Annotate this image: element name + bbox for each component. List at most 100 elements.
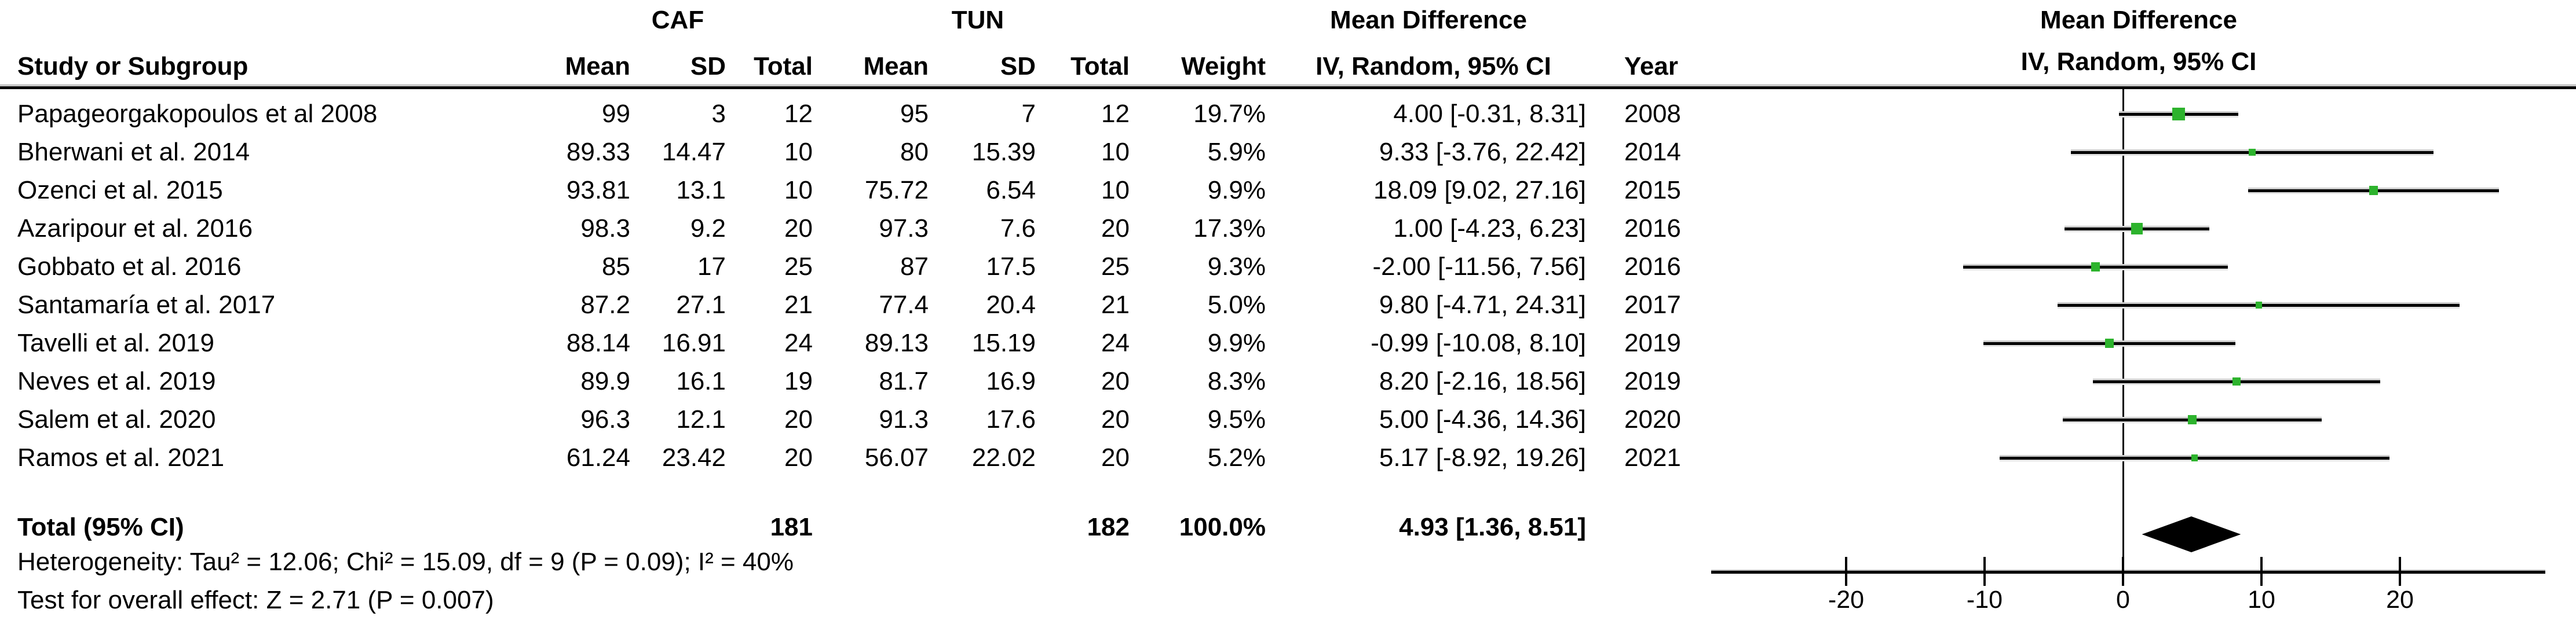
tun-sd: 7.6 bbox=[1000, 214, 1036, 243]
total-tun-total: 182 bbox=[1087, 513, 1130, 541]
study-name: Ramos et al. 2021 bbox=[17, 443, 225, 472]
col-header-weight: Weight bbox=[1181, 52, 1266, 80]
year: 2021 bbox=[1624, 443, 1681, 472]
zero-line bbox=[2122, 89, 2124, 570]
effect-square bbox=[2172, 107, 2185, 120]
col-header-year: Year bbox=[1624, 52, 1678, 80]
study-row: Neves et al. 2019 89.9 16.1 19 81.7 16.9 20 8.3… bbox=[0, 362, 1710, 401]
col-header-study: Study or Subgroup bbox=[17, 52, 249, 80]
study-row: Gobbato et al. 2016 85 17 25 87 17.5 25 9.3% -2.… bbox=[0, 248, 1710, 286]
axis-tick bbox=[2122, 557, 2124, 586]
tun-sd: 16.9 bbox=[986, 367, 1036, 395]
weight: 5.2% bbox=[1207, 443, 1266, 472]
year: 2020 bbox=[1624, 405, 1681, 434]
caf-sd: 13.1 bbox=[676, 176, 726, 204]
year: 2008 bbox=[1624, 100, 1681, 128]
weight: 9.5% bbox=[1207, 405, 1266, 434]
effect-estimate: 5.00 [-4.36, 14.36] bbox=[1379, 405, 1586, 434]
caf-total: 20 bbox=[784, 443, 813, 472]
study-name: Azaripour et al. 2016 bbox=[17, 214, 253, 243]
effect-estimate: -0.99 [-10.08, 8.10] bbox=[1371, 329, 1586, 357]
overall-effect-text: Test for overall effect: Z = 2.71 (P = 0… bbox=[17, 586, 494, 614]
study-name: Ozenci et al. 2015 bbox=[17, 176, 223, 204]
caf-total: 21 bbox=[784, 291, 813, 319]
study-row: Azaripour et al. 2016 98.3 9.2 20 97.3 7.6 20 1… bbox=[0, 210, 1710, 248]
tun-sd: 17.5 bbox=[986, 252, 1036, 281]
col-header-tun-sd: SD bbox=[1000, 52, 1036, 80]
tun-total: 20 bbox=[1101, 405, 1130, 434]
year: 2016 bbox=[1624, 252, 1681, 281]
weight: 8.3% bbox=[1207, 367, 1266, 395]
caf-sd: 12.1 bbox=[676, 405, 726, 434]
effect-estimate: 9.33 [-3.76, 22.42] bbox=[1379, 138, 1586, 166]
weight: 9.9% bbox=[1207, 176, 1266, 204]
weight: 19.7% bbox=[1193, 100, 1266, 128]
header-rule bbox=[0, 85, 2576, 89]
study-row: Bherwani et al. 2014 89.33 14.47 10 80 15.39 1… bbox=[0, 133, 1710, 171]
col-header-caf-sd: SD bbox=[690, 52, 726, 80]
year: 2017 bbox=[1624, 291, 1681, 319]
effect-square bbox=[2191, 454, 2198, 461]
col-header-caf-mean: Mean bbox=[565, 52, 630, 80]
tun-sd: 15.39 bbox=[971, 138, 1036, 166]
caf-mean: 61.24 bbox=[566, 443, 630, 472]
caf-total: 25 bbox=[784, 252, 813, 281]
effect-estimate: 8.20 [-2.16, 18.56] bbox=[1379, 367, 1586, 395]
effect-square bbox=[2091, 262, 2100, 272]
weight: 5.0% bbox=[1207, 291, 1266, 319]
axis-tick-label: -10 bbox=[1966, 586, 2003, 614]
weight: 9.9% bbox=[1207, 329, 1266, 357]
tun-total: 24 bbox=[1101, 329, 1130, 357]
year: 2015 bbox=[1624, 176, 1681, 204]
year: 2019 bbox=[1624, 329, 1681, 357]
tun-mean: 56.07 bbox=[864, 443, 929, 472]
study-name: Gobbato et al. 2016 bbox=[17, 252, 242, 281]
study-name: Papageorgakopoulos et al 2008 bbox=[17, 100, 378, 128]
caf-sd: 17 bbox=[697, 252, 726, 281]
tun-total: 20 bbox=[1101, 214, 1130, 243]
effect-estimate: 18.09 [9.02, 27.16] bbox=[1373, 176, 1586, 204]
tun-total: 20 bbox=[1101, 367, 1130, 395]
caf-total: 10 bbox=[784, 138, 813, 166]
effect-square bbox=[2248, 148, 2256, 156]
effect-estimate: 5.17 [-8.92, 19.26] bbox=[1379, 443, 1586, 472]
effect-estimate: 1.00 [-4.23, 6.23] bbox=[1393, 214, 1586, 243]
total-weight: 100.0% bbox=[1179, 513, 1266, 541]
effect-square bbox=[2104, 339, 2114, 348]
caf-mean: 85 bbox=[602, 252, 630, 281]
total-caf-total: 181 bbox=[770, 513, 813, 541]
tun-mean: 95 bbox=[900, 100, 929, 128]
study-name: Salem et al. 2020 bbox=[17, 405, 216, 434]
effect-square bbox=[2369, 186, 2378, 195]
tun-sd: 22.02 bbox=[971, 443, 1036, 472]
total-row: Total (95% CI) 181 182 100.0% 4.93 [1.36… bbox=[0, 508, 1710, 546]
axis-tick bbox=[1983, 557, 1986, 586]
effect-estimate: -2.00 [-11.56, 7.56] bbox=[1372, 252, 1586, 281]
study-name: Tavelli et al. 2019 bbox=[17, 329, 214, 357]
caf-sd: 3 bbox=[711, 100, 726, 128]
study-row: Santamaría et al. 2017 87.2 27.1 21 77.4 20.4… bbox=[0, 286, 1710, 324]
caf-sd: 9.2 bbox=[690, 214, 726, 243]
summary-diamond bbox=[2142, 516, 2241, 552]
weight: 17.3% bbox=[1193, 214, 1266, 243]
heterogeneity-text: Heterogeneity: Tau² = 12.06; Chi² = 15.0… bbox=[17, 548, 794, 576]
caf-total: 10 bbox=[784, 176, 813, 204]
total-effect: 4.93 [1.36, 8.51] bbox=[1399, 513, 1586, 541]
effect-square bbox=[2255, 302, 2262, 309]
axis-tick bbox=[2399, 557, 2401, 586]
study-name: Santamaría et al. 2017 bbox=[17, 291, 276, 319]
tun-mean: 97.3 bbox=[879, 214, 929, 243]
axis-tick bbox=[1845, 557, 1847, 586]
axis-tick-label: 10 bbox=[2248, 586, 2275, 614]
caf-total: 20 bbox=[784, 214, 813, 243]
caf-mean: 89.33 bbox=[566, 138, 630, 166]
effect-column-title: Mean Difference bbox=[1330, 6, 1527, 34]
tun-mean: 75.72 bbox=[864, 176, 929, 204]
caf-mean: 98.3 bbox=[580, 214, 630, 243]
axis-tick-label: -20 bbox=[1828, 586, 1865, 614]
tun-total: 21 bbox=[1101, 291, 1130, 319]
tun-mean: 89.13 bbox=[864, 329, 929, 357]
tun-total: 10 bbox=[1101, 176, 1130, 204]
tun-sd: 15.19 bbox=[971, 329, 1036, 357]
